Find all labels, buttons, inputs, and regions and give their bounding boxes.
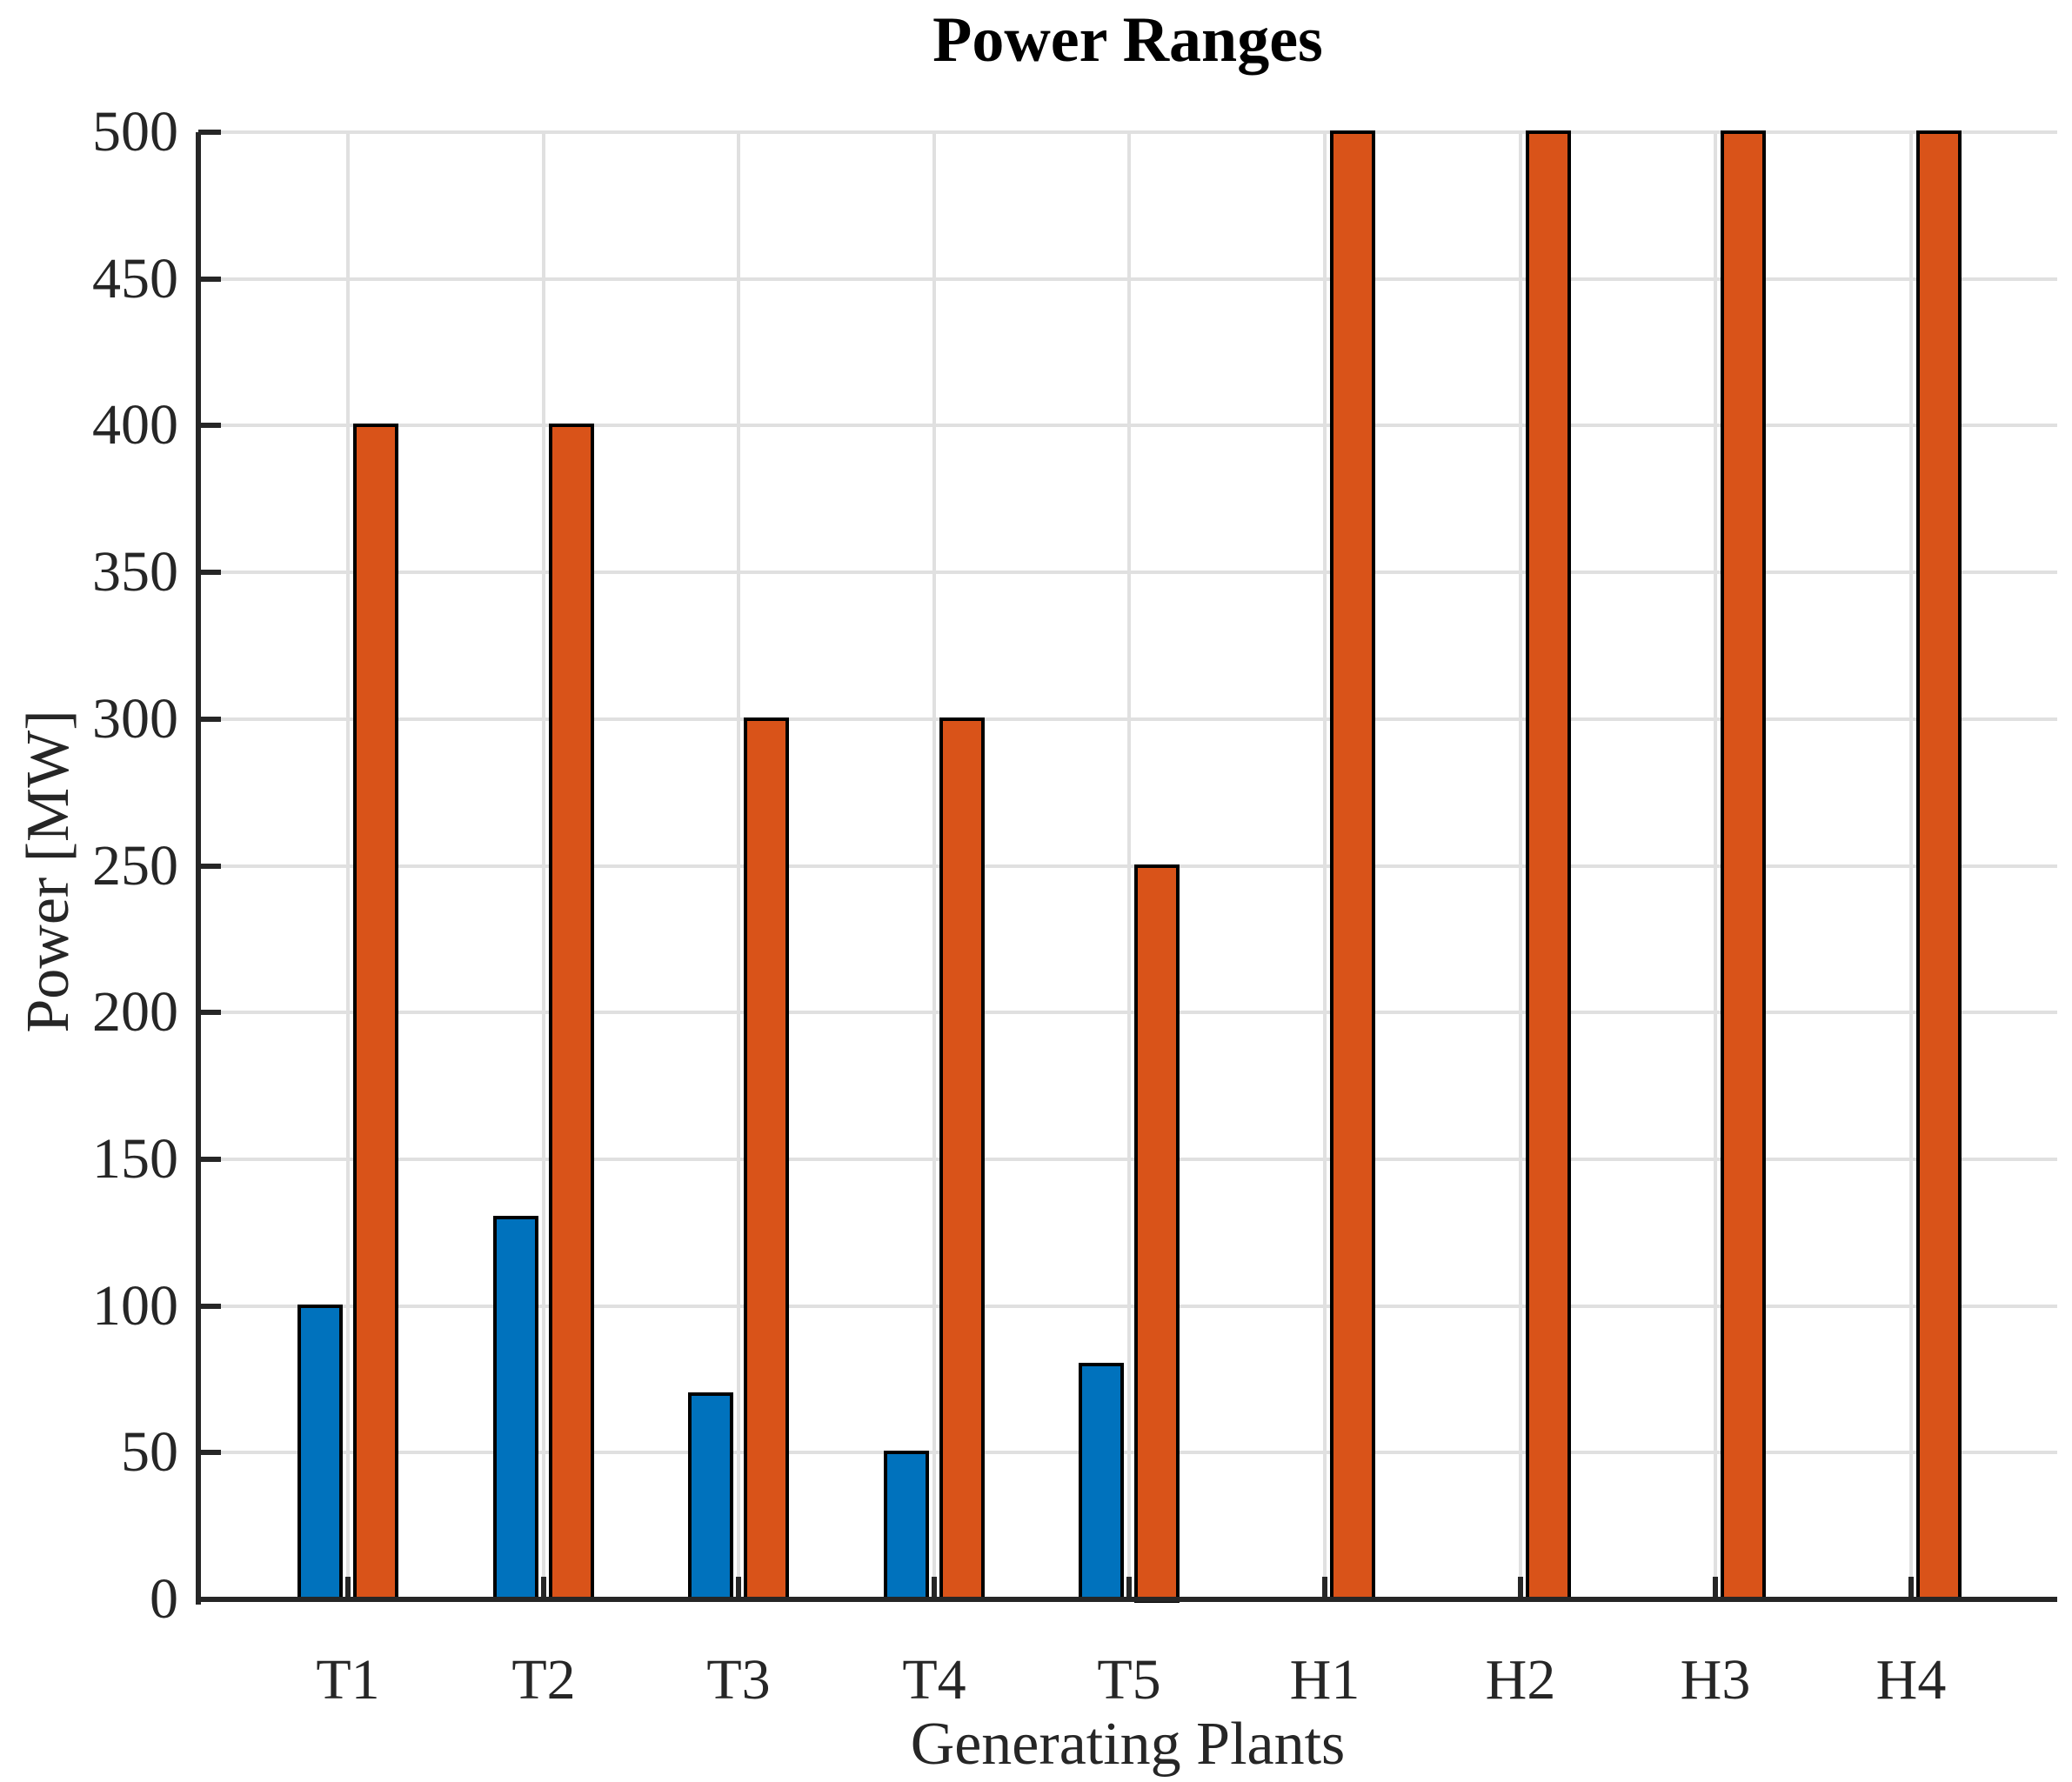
y-tick-label: 0	[150, 1567, 178, 1631]
bar-series-2-T4	[939, 717, 985, 1602]
x-tick-label: H3	[1680, 1648, 1751, 1712]
x-tick	[1713, 1577, 1718, 1599]
y-axis-spine	[196, 132, 201, 1605]
y-gridline	[198, 717, 2057, 721]
y-gridline	[198, 1011, 2057, 1014]
x-tick	[1322, 1577, 1327, 1599]
bar-series-2-H4	[1916, 130, 1962, 1602]
y-axis-label: Power [MW]	[15, 710, 82, 1033]
bar-series-2-H3	[1721, 130, 1766, 1602]
y-gridline	[198, 571, 2057, 574]
y-gridline	[198, 130, 2057, 134]
x-tick	[1908, 1577, 1914, 1599]
y-gridline	[198, 424, 2057, 427]
y-tick-label: 350	[92, 540, 178, 604]
x-tick-label: H1	[1289, 1648, 1360, 1712]
y-tick-label: 100	[92, 1274, 178, 1338]
x-tick	[541, 1577, 546, 1599]
y-gridline	[198, 1158, 2057, 1161]
y-tick-label: 450	[92, 247, 178, 310]
y-tick-label: 300	[92, 687, 178, 751]
bar-series-1-T3	[688, 1392, 733, 1602]
bar-series-2-H1	[1330, 130, 1375, 1602]
bar-series-2-T5	[1134, 864, 1180, 1603]
y-gridline	[198, 277, 2057, 281]
y-tick	[198, 130, 221, 135]
x-tick-label: T2	[511, 1648, 576, 1712]
x-axis-spine	[196, 1597, 2057, 1602]
y-tick	[198, 1304, 221, 1309]
y-gridline	[198, 864, 2057, 868]
x-tick	[736, 1577, 741, 1599]
bar-series-1-T2	[493, 1216, 538, 1602]
y-gridline	[198, 1305, 2057, 1308]
x-tick	[1126, 1577, 1132, 1599]
y-tick-label: 250	[92, 834, 178, 898]
bar-series-1-T5	[1079, 1363, 1124, 1602]
y-tick	[198, 717, 221, 722]
y-tick	[198, 1157, 221, 1162]
x-tick	[345, 1577, 351, 1599]
bar-series-1-T4	[884, 1451, 929, 1602]
y-tick-label: 50	[121, 1420, 178, 1484]
x-tick-label: T5	[1097, 1648, 1161, 1712]
y-tick	[198, 277, 221, 282]
bar-series-2-H2	[1526, 130, 1571, 1602]
chart-title: Power Ranges	[932, 4, 1323, 76]
x-tick-label: T3	[706, 1648, 771, 1712]
y-tick	[198, 1010, 221, 1015]
y-tick-label: 500	[92, 100, 178, 164]
y-tick	[198, 864, 221, 869]
bar-series-2-T3	[744, 717, 789, 1602]
x-tick	[932, 1577, 937, 1599]
y-tick	[198, 423, 221, 428]
x-tick-label: H2	[1485, 1648, 1556, 1712]
x-tick-label: T1	[316, 1648, 380, 1712]
y-tick-label: 400	[92, 393, 178, 457]
x-tick-label: H4	[1875, 1648, 1947, 1712]
y-tick-label: 200	[92, 980, 178, 1044]
bar-series-2-T1	[353, 424, 398, 1602]
y-gridline	[198, 1451, 2057, 1454]
y-tick-label: 150	[92, 1127, 178, 1191]
x-tick	[1518, 1577, 1523, 1599]
y-tick	[198, 570, 221, 575]
y-tick	[198, 1450, 221, 1455]
bar-series-1-T1	[297, 1305, 343, 1602]
x-tick-label: T4	[902, 1648, 966, 1712]
x-axis-label: Generating Plants	[910, 1711, 1346, 1778]
bar-series-2-T2	[549, 424, 594, 1602]
